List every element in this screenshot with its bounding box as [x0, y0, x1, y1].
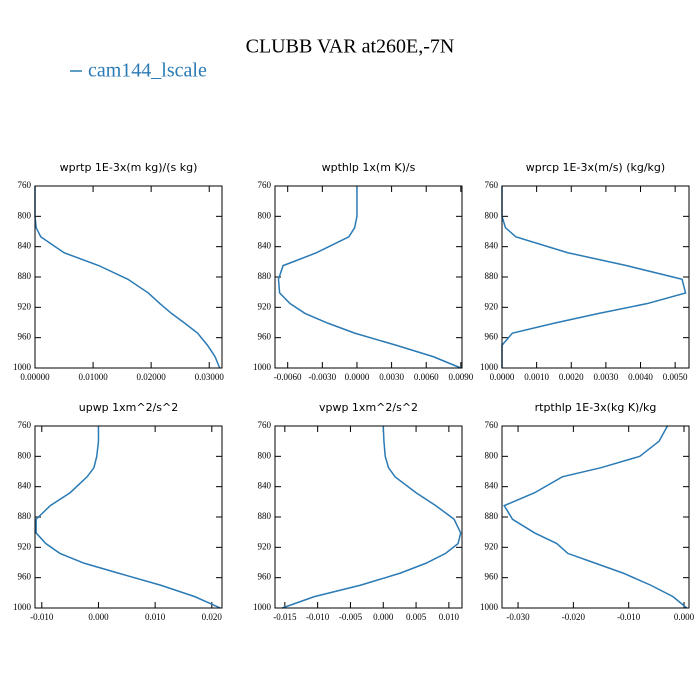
x-tick-label: -0.010	[617, 612, 641, 622]
x-tick-label: 0.00000	[20, 372, 50, 382]
data-line	[503, 425, 688, 609]
x-tick-label: 0.020	[202, 612, 223, 622]
y-tick-label: 960	[18, 572, 32, 582]
y-tick-label: 880	[258, 511, 272, 521]
legend-label: cam144_lscale	[88, 60, 207, 82]
x-tick-label: 0.01000	[78, 372, 108, 382]
data-line	[35, 426, 221, 609]
x-tick-label: -0.0060	[274, 372, 302, 382]
y-tick-label: 880	[18, 511, 32, 521]
y-tick-label: 760	[485, 420, 499, 430]
y-tick-label: 960	[485, 572, 499, 582]
y-tick-label: 920	[18, 541, 32, 551]
panel-title: wprtp 1E-3x(m kg)/(s kg)	[60, 161, 198, 174]
y-tick-label: 760	[258, 180, 272, 190]
y-tick-label: 1000	[253, 362, 272, 372]
x-tick-label: 0.0030	[594, 372, 619, 382]
x-tick-label: 0.0090	[448, 372, 473, 382]
y-tick-label: 960	[258, 572, 272, 582]
x-tick-label: -0.0030	[308, 372, 336, 382]
y-tick-label: 800	[258, 450, 272, 460]
x-tick-label: 0.005	[406, 612, 427, 622]
y-tick-label: 1000	[480, 362, 499, 372]
y-tick-label: 840	[485, 481, 499, 491]
chart-title: CLUBB VAR at260E,-7N	[246, 36, 455, 58]
x-tick-label: -0.010	[306, 612, 330, 622]
y-tick-label: 960	[258, 332, 272, 342]
plot-frame	[34, 185, 223, 369]
x-tick-label: 0.000	[373, 612, 394, 622]
panel-title: vpwp 1xm^2/s^2	[319, 401, 418, 414]
y-tick-label: 880	[258, 271, 272, 281]
x-tick-label: 0.000	[88, 612, 109, 622]
x-tick-label: 0.0000	[490, 372, 515, 382]
x-tick-label: -0.030	[506, 612, 530, 622]
y-tick-label: 920	[485, 541, 499, 551]
plot-frame	[274, 185, 463, 369]
y-tick-label: 840	[258, 241, 272, 251]
x-tick-label: 0.0020	[559, 372, 584, 382]
y-tick-label: 760	[258, 420, 272, 430]
x-tick-label: 0.0000	[345, 372, 370, 382]
y-tick-label: 920	[258, 301, 272, 311]
y-tick-label: 800	[258, 210, 272, 220]
x-tick-label: 0.0040	[628, 372, 653, 382]
y-tick-label: 960	[18, 332, 32, 342]
x-tick-label: 0.010	[145, 612, 166, 622]
y-tick-label: 800	[485, 450, 499, 460]
y-tick-label: 840	[485, 241, 499, 251]
panel-title: wprcp 1E-3x(m/s) (kg/kg)	[526, 161, 665, 174]
y-tick-label: 1000	[13, 362, 32, 372]
x-tick-label: 0.0050	[663, 372, 688, 382]
panel-title: rtpthlp 1E-3x(kg K)/kg	[535, 401, 657, 414]
x-tick-label: 0.0060	[414, 372, 439, 382]
x-tick-label: -0.015	[273, 612, 297, 622]
x-tick-label: 0.0010	[524, 372, 549, 382]
data-line	[501, 186, 687, 368]
y-tick-label: 760	[18, 420, 32, 430]
y-tick-label: 760	[485, 180, 499, 190]
y-tick-label: 960	[485, 332, 499, 342]
x-tick-label: 0.0030	[379, 372, 404, 382]
y-tick-label: 880	[485, 511, 499, 521]
y-tick-label: 1000	[253, 602, 272, 612]
x-tick-label: -0.005	[339, 612, 363, 622]
x-tick-label: 0.03000	[195, 372, 225, 382]
x-tick-label: 0.010	[439, 612, 460, 622]
y-tick-label: 1000	[13, 602, 32, 612]
data-line	[34, 186, 221, 369]
data-line	[277, 186, 462, 369]
x-tick-label: -0.010	[30, 612, 54, 622]
plot-frame	[501, 185, 690, 369]
y-tick-label: 800	[485, 210, 499, 220]
plot-frame	[274, 425, 463, 609]
y-tick-label: 840	[18, 481, 32, 491]
plot-frame	[34, 425, 223, 609]
data-line	[281, 425, 462, 609]
y-tick-label: 800	[18, 210, 32, 220]
y-tick-label: 920	[258, 541, 272, 551]
y-tick-label: 760	[18, 180, 32, 190]
y-tick-label: 880	[485, 271, 499, 281]
y-tick-label: 880	[18, 271, 32, 281]
y-tick-label: 920	[485, 301, 499, 311]
y-tick-label: 1000	[480, 602, 499, 612]
x-tick-label: -0.020	[562, 612, 586, 622]
y-tick-label: 840	[258, 481, 272, 491]
y-tick-label: 920	[18, 301, 32, 311]
x-tick-label: 0.02000	[137, 372, 167, 382]
x-tick-label: 0.000	[674, 612, 695, 622]
panel-title: wpthlp 1x(m K)/s	[322, 161, 416, 174]
plot-frame	[501, 425, 690, 609]
y-tick-label: 840	[18, 241, 32, 251]
y-tick-label: 800	[18, 450, 32, 460]
panel-title: upwp 1xm^2/s^2	[79, 401, 179, 414]
